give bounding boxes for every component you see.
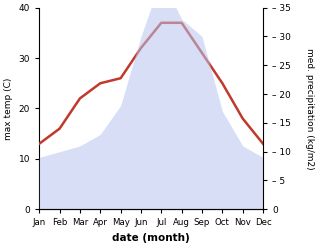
X-axis label: date (month): date (month) bbox=[112, 233, 190, 243]
Y-axis label: med. precipitation (kg/m2): med. precipitation (kg/m2) bbox=[305, 48, 314, 169]
Y-axis label: max temp (C): max temp (C) bbox=[4, 77, 13, 140]
